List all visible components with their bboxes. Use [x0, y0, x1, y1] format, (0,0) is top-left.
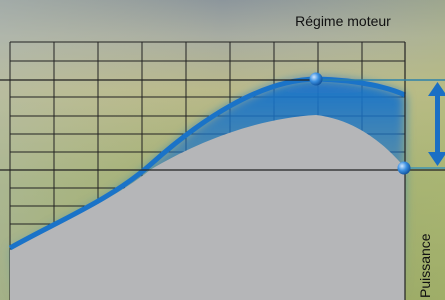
y-axis-label: Puissance: [417, 233, 433, 298]
diagram: Régime moteur Puissance: [0, 0, 445, 300]
end-dot: [398, 162, 411, 175]
x-axis-label: Régime moteur: [295, 13, 391, 29]
peak-dot: [310, 73, 323, 86]
